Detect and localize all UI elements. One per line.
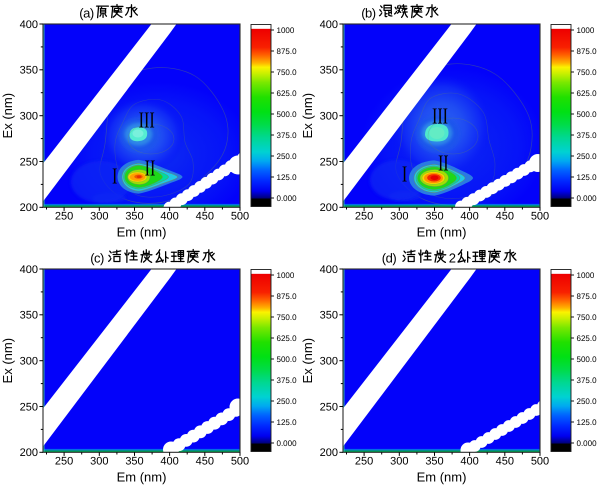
svg-text:450: 450 [496, 211, 514, 223]
svg-text:450: 450 [196, 456, 214, 468]
svg-text:0.000: 0.000 [577, 194, 598, 203]
svg-text:250: 250 [20, 401, 38, 413]
svg-text:1000: 1000 [277, 271, 295, 280]
svg-text:200: 200 [320, 447, 338, 459]
svg-text:350: 350 [125, 456, 143, 468]
svg-text:875.0: 875.0 [577, 47, 598, 56]
svg-text:125.0: 125.0 [577, 418, 598, 427]
svg-text:II: II [438, 151, 449, 176]
svg-text:250: 250 [55, 456, 73, 468]
svg-text:300: 300 [20, 111, 38, 123]
svg-text:250.0: 250.0 [277, 397, 298, 406]
svg-text:500.0: 500.0 [577, 110, 598, 119]
svg-text:300: 300 [320, 356, 338, 368]
svg-text:500: 500 [531, 211, 549, 223]
svg-text:250.0: 250.0 [277, 152, 298, 161]
svg-text:500: 500 [231, 211, 249, 223]
svg-text:Em (nm): Em (nm) [417, 470, 467, 485]
svg-text:250.0: 250.0 [577, 152, 598, 161]
svg-text:300: 300 [390, 456, 408, 468]
svg-text:0.000: 0.000 [277, 194, 298, 203]
svg-text:2: 2 [449, 250, 456, 265]
svg-text:350: 350 [425, 211, 443, 223]
svg-text:200: 200 [20, 202, 38, 214]
svg-text:I: I [112, 164, 117, 189]
svg-text:200: 200 [20, 447, 38, 459]
svg-text:350: 350 [320, 310, 338, 322]
svg-text:1000: 1000 [577, 271, 595, 280]
svg-text:300: 300 [90, 211, 108, 223]
svg-text:300: 300 [90, 456, 108, 468]
svg-text:625.0: 625.0 [577, 89, 598, 98]
svg-text:400: 400 [460, 211, 478, 223]
svg-text:450: 450 [196, 211, 214, 223]
svg-text:400: 400 [320, 264, 338, 276]
svg-text:450: 450 [496, 456, 514, 468]
svg-text:(c): (c) [90, 250, 104, 265]
svg-text:375.0: 375.0 [577, 131, 598, 140]
svg-text:0.000: 0.000 [277, 439, 298, 448]
svg-text:1000: 1000 [577, 26, 595, 35]
svg-text:350: 350 [125, 211, 143, 223]
svg-text:350: 350 [20, 65, 38, 77]
svg-text:Em (nm): Em (nm) [117, 470, 167, 485]
svg-text:400: 400 [160, 211, 178, 223]
svg-text:750.0: 750.0 [577, 68, 598, 77]
svg-text:350: 350 [320, 65, 338, 77]
svg-text:Ex (nm): Ex (nm) [0, 338, 15, 384]
svg-text:125.0: 125.0 [277, 173, 298, 182]
svg-text:Ex (nm): Ex (nm) [300, 93, 315, 139]
svg-text:625.0: 625.0 [277, 89, 298, 98]
svg-text:200: 200 [320, 202, 338, 214]
svg-text:875.0: 875.0 [277, 47, 298, 56]
svg-text:400: 400 [160, 456, 178, 468]
svg-text:250: 250 [320, 156, 338, 168]
svg-text:625.0: 625.0 [277, 334, 298, 343]
svg-text:I: I [402, 162, 407, 187]
svg-text:250: 250 [355, 211, 373, 223]
svg-text:350: 350 [425, 456, 443, 468]
svg-text:125.0: 125.0 [577, 173, 598, 182]
svg-text:625.0: 625.0 [577, 334, 598, 343]
svg-text:(d): (d) [382, 250, 397, 265]
svg-text:400: 400 [20, 264, 38, 276]
svg-text:875.0: 875.0 [577, 292, 598, 301]
svg-text:300: 300 [390, 211, 408, 223]
svg-text:(b): (b) [361, 5, 376, 20]
svg-text:Ex (nm): Ex (nm) [300, 338, 315, 384]
svg-text:300: 300 [20, 356, 38, 368]
svg-text:400: 400 [460, 456, 478, 468]
svg-text:750.0: 750.0 [277, 313, 298, 322]
svg-text:(a): (a) [79, 5, 94, 20]
svg-text:Em (nm): Em (nm) [417, 225, 467, 240]
svg-text:400: 400 [320, 19, 338, 31]
svg-text:300: 300 [320, 111, 338, 123]
svg-text:125.0: 125.0 [277, 418, 298, 427]
svg-text:375.0: 375.0 [277, 376, 298, 385]
svg-text:II: II [145, 156, 156, 181]
svg-text:500.0: 500.0 [277, 110, 298, 119]
svg-text:III: III [432, 104, 448, 129]
svg-text:500: 500 [231, 456, 249, 468]
svg-text:750.0: 750.0 [277, 68, 298, 77]
svg-text:350: 350 [20, 310, 38, 322]
svg-text:0.000: 0.000 [577, 439, 598, 448]
svg-text:500.0: 500.0 [277, 355, 298, 364]
svg-text:375.0: 375.0 [277, 131, 298, 140]
svg-text:750.0: 750.0 [577, 313, 598, 322]
svg-text:500.0: 500.0 [577, 355, 598, 364]
svg-text:375.0: 375.0 [577, 376, 598, 385]
svg-text:250.0: 250.0 [577, 397, 598, 406]
svg-text:250: 250 [20, 156, 38, 168]
svg-text:250: 250 [320, 401, 338, 413]
svg-text:875.0: 875.0 [277, 292, 298, 301]
svg-text:250: 250 [355, 456, 373, 468]
svg-text:Em (nm): Em (nm) [117, 225, 167, 240]
svg-text:500: 500 [531, 456, 549, 468]
svg-text:1000: 1000 [277, 26, 295, 35]
svg-text:250: 250 [55, 211, 73, 223]
svg-text:Ex (nm): Ex (nm) [0, 93, 15, 139]
svg-text:400: 400 [20, 19, 38, 31]
svg-text:III: III [139, 108, 155, 133]
